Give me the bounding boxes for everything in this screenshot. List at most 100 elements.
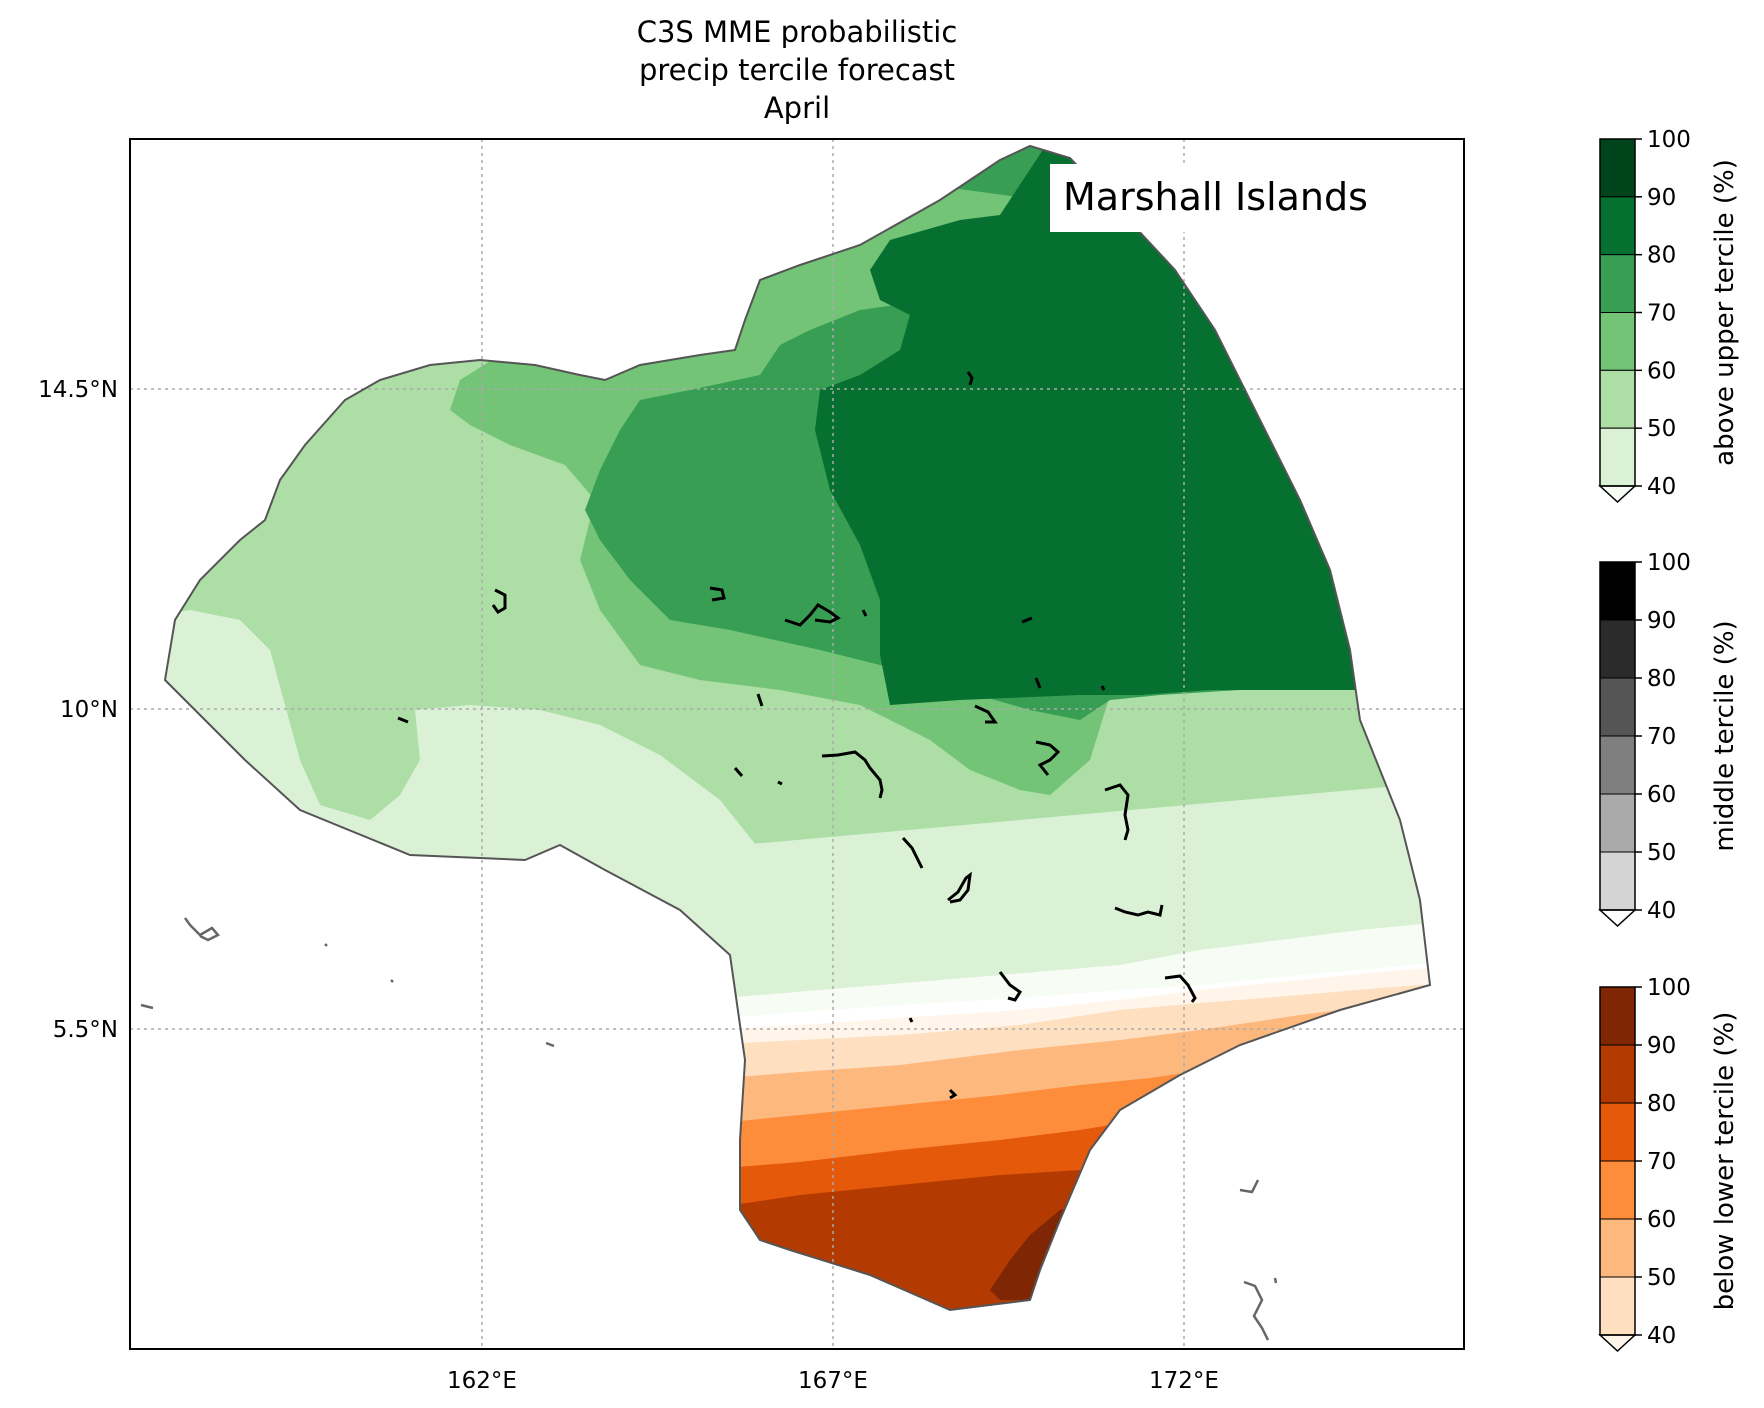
outside-island [1239,1179,1260,1194]
colorbar-swatch [1599,619,1636,679]
colorbar-tick-label: 90 [1647,1033,1676,1059]
lon-tick-labels: 162°E 167°E 172°E [447,1368,1219,1394]
atoll [966,371,974,386]
outside-islands [140,917,1278,1341]
colorbar-swatch [1599,735,1636,795]
colorbar-label: above upper tercile (%) [1710,159,1740,466]
atoll [777,780,783,786]
title-line-1: C3S MME probabilistic [637,15,958,49]
lon-tick-162: 162°E [447,1368,517,1394]
colorbar-swatch [1599,312,1636,371]
place-label-background [1050,164,1404,232]
atoll [397,716,409,724]
colorbar-swatch [1599,1102,1636,1162]
outside-island [1273,1277,1278,1284]
colorbar-tick-label: 80 [1647,243,1676,269]
colorbar-swatch [1599,851,1636,911]
outside-island [324,943,328,947]
lat-tick-labels: 14.5°N 10°N 5.5°N [38,377,118,1043]
atoll [947,871,972,904]
colorbar-swatch [1599,677,1636,737]
colorbar-tick-label: 60 [1647,358,1676,384]
atoll [901,836,924,869]
colorbar-extend-arrow [1598,485,1637,504]
band-above-80-90-spot [1106,422,1130,430]
colorbar-extend-arrow [1598,909,1637,928]
colorbar-tick-label: 70 [1647,301,1676,327]
lat-tick-5.5: 5.5°N [53,1017,118,1043]
colorbar-extend-arrow [1598,1334,1637,1353]
atoll [1104,783,1130,841]
colorbar-tick-label: 80 [1647,666,1676,692]
colorbar-tick-label: 50 [1647,840,1676,866]
atoll [974,704,998,724]
colorbar-swatch [1599,1044,1636,1104]
atoll [821,750,884,799]
lat-tick-14.5: 14.5°N [38,377,118,403]
colorbar-swatch [1599,254,1636,314]
colorbar-tick-label: 100 [1647,550,1691,576]
lon-tick-172: 172°E [1149,1368,1219,1394]
title-line-2: precip tercile forecast [639,53,955,87]
chart-title: C3S MME probabilistic precip tercile for… [637,15,958,125]
colorbar-swatch [1599,1218,1636,1278]
colorbar-tick-label: 100 [1647,127,1691,153]
outside-island [390,979,394,983]
outside-island [140,1003,154,1010]
colorbar-tick-label: 90 [1647,608,1676,634]
colorbar-tick-label: 40 [1647,474,1676,500]
colorbar-swatch [1599,986,1636,1046]
colorbar-2: 100 90 80 70 60 50 40 middle tercile (%) [1598,550,1740,928]
map-frame [129,138,1465,1350]
eez-outline [163,144,1432,1312]
colorbar-swatch [1599,196,1636,256]
colorbar-tick-label: 60 [1647,782,1676,808]
colorbar-tick-label: 90 [1647,185,1676,211]
gridlines [130,139,1464,1349]
atoll [733,767,744,777]
outside-island [183,917,220,942]
outside-island [1243,1280,1270,1341]
colorbar-tick-label: 60 [1647,1207,1676,1233]
colorbar-tick-label: 40 [1647,898,1676,924]
colorbar-swatch [1599,427,1636,487]
atoll [1035,740,1061,776]
colorbar-tick-label: 100 [1647,975,1691,1001]
colorbar-label: middle tercile (%) [1710,620,1740,851]
atoll [908,1017,914,1023]
atoll [491,588,507,614]
colorbar-swatch [1599,561,1636,621]
title-line-3: April [764,91,830,125]
colorbar-tick-label: 50 [1647,1265,1676,1291]
atoll [1164,974,1197,1003]
atoll [1114,904,1164,917]
colorbar-swatch [1599,138,1636,198]
colorbar-tick-label: 70 [1647,724,1676,750]
map-panel: Marshall Islands 162°E 167°E 172°E 14.5°… [38,138,1465,1394]
outside-island [545,1041,555,1048]
lat-tick-10: 10°N [60,697,118,723]
atoll [784,603,841,627]
colorbar-swatch [1599,793,1636,853]
atoll [861,609,868,617]
colorbar-1: 100 90 80 70 60 50 40 above upper tercile (%) [1598,127,1740,504]
atoll [1021,616,1033,624]
lon-tick-167: 167°E [798,1368,868,1394]
atoll [1034,677,1042,689]
atoll [998,971,1023,1002]
colorbar-3: 100 90 80 70 60 50 40 below lower tercile (%) [1598,975,1740,1353]
colorbar-swatch [1599,1160,1636,1220]
atoll [756,693,764,707]
colorbar-tick-label: 80 [1647,1091,1676,1117]
atoll [1100,685,1106,691]
place-label: Marshall Islands [1063,175,1368,219]
colorbar-label: below lower tercile (%) [1710,1012,1740,1311]
colorbar-tick-label: 40 [1647,1323,1676,1349]
colorbar-tick-label: 70 [1647,1149,1676,1175]
colorbar-swatch [1599,1276,1636,1336]
atoll [948,1088,958,1100]
atolls [397,371,1197,1100]
colorbar-tick-label: 50 [1647,416,1676,442]
